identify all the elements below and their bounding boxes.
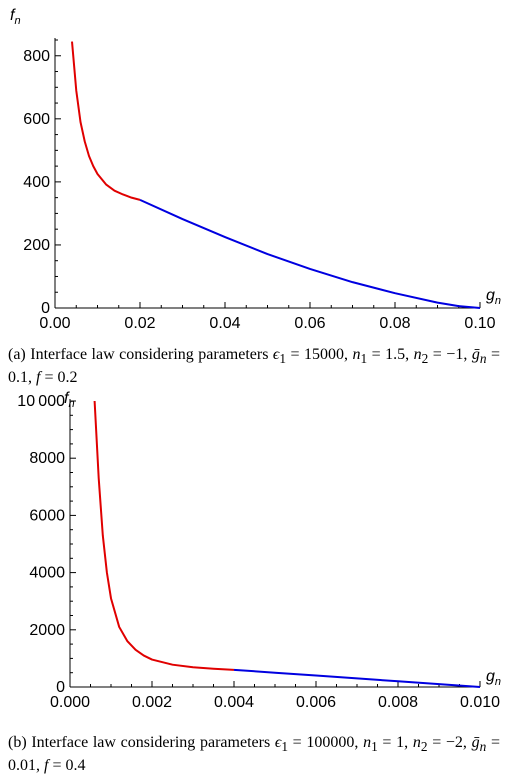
x-tick-label: 0.04 bbox=[209, 315, 240, 332]
x-tick-label: 0.008 bbox=[378, 694, 418, 711]
x-tick-label: 0.004 bbox=[214, 694, 254, 711]
caption-b: (b) Interface law considering parameters… bbox=[8, 734, 501, 775]
y-tick-label: 0 bbox=[56, 679, 65, 696]
y-axis-title: fn bbox=[10, 7, 21, 27]
y-tick-label: 4000 bbox=[29, 565, 65, 582]
y-axis-title: fn bbox=[64, 390, 75, 410]
series-line-initial-branch bbox=[71, 41, 141, 201]
y-tick-label: 6000 bbox=[29, 507, 65, 524]
y-tick-label: 10 000 bbox=[17, 393, 65, 410]
x-tick-label: 0.00 bbox=[39, 315, 70, 332]
y-tick-label: 2000 bbox=[29, 622, 65, 639]
x-axis-title: gn bbox=[486, 287, 501, 307]
series-line-linear-branch bbox=[139, 198, 481, 309]
plot-panel-b: 0.000 0.002 0.004 0.006 0.008 0.010 0 2000 4000 6… bbox=[17, 390, 501, 711]
x-tick-label: 0.10 bbox=[464, 315, 495, 332]
plot-panel-a: 0.00 0.02 0.04 0.06 0.08 0.10 0 200 400 600 800 fn g… bbox=[10, 7, 501, 332]
x-axis-title: gn bbox=[486, 668, 501, 688]
y-tick-label: 8000 bbox=[29, 450, 65, 467]
y-tick-label: 400 bbox=[23, 174, 50, 191]
y-tick-label: 0 bbox=[41, 300, 50, 317]
x-tick-label: 0.02 bbox=[124, 315, 155, 332]
x-tick-label: 0.08 bbox=[379, 315, 410, 332]
x-tick-label: 0.002 bbox=[132, 694, 172, 711]
x-tick-label: 0.010 bbox=[460, 694, 500, 711]
x-tick-label: 0.06 bbox=[294, 315, 325, 332]
series-line-initial-branch bbox=[93, 400, 235, 671]
y-tick-label: 800 bbox=[23, 48, 50, 65]
x-tick-label: 0.006 bbox=[296, 694, 336, 711]
y-tick-label: 200 bbox=[23, 237, 50, 254]
series-line-linear-branch bbox=[233, 668, 481, 688]
y-tick-label: 600 bbox=[23, 111, 50, 128]
caption-a: (a) Interface law considering parameters… bbox=[8, 346, 500, 387]
x-tick-label: 0.000 bbox=[50, 694, 90, 711]
